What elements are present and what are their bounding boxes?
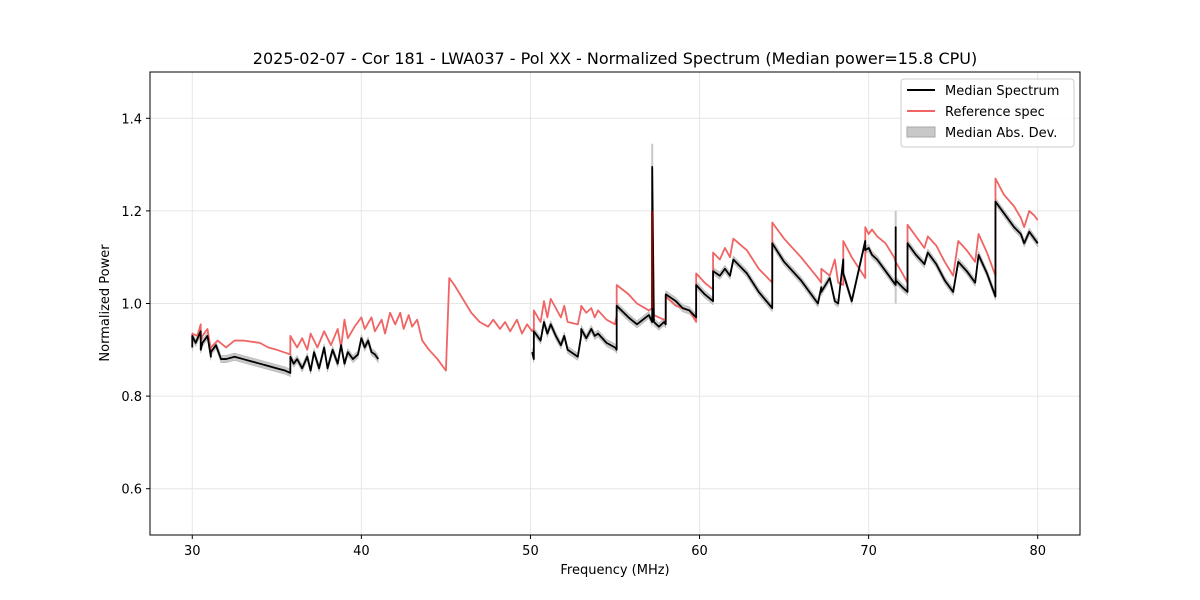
mad-band [192, 327, 379, 378]
y-axis-label: Normalized Power [98, 244, 113, 362]
legend-median-label: Median Spectrum [945, 84, 1059, 99]
y-tick-label: 1.4 [121, 112, 142, 127]
x-tick-label: 70 [860, 544, 877, 559]
legend-mad-label: Median Abs. Dev. [945, 126, 1057, 141]
x-tick-label: 60 [691, 544, 708, 559]
median-layer [191, 166, 1039, 374]
reference-layer [191, 177, 1039, 372]
y-tick-label: 1.2 [121, 205, 142, 220]
x-tick-label: 80 [1029, 544, 1046, 559]
median-spectrum-line [531, 166, 1039, 360]
y-axis-ticks: 0.6 0.8 1.0 1.2 1.4 [121, 112, 150, 498]
y-tick-label: 1.0 [121, 298, 142, 313]
legend-box [900, 78, 1075, 148]
x-axis-ticks: 30 40 50 60 70 80 [184, 535, 1046, 559]
legend-mad-swatch [906, 126, 936, 138]
reference-spectrum-line [191, 177, 1039, 372]
x-tick-label: 50 [522, 544, 539, 559]
plot-data [191, 143, 1039, 378]
y-tick-label: 0.6 [121, 483, 142, 498]
x-tick-label: 40 [353, 544, 370, 559]
legend: Median Spectrum Reference spec Median Ab… [900, 78, 1075, 148]
y-tick-label: 0.8 [121, 390, 142, 405]
x-tick-label: 30 [184, 544, 201, 559]
median-spectrum-line [191, 330, 379, 374]
chart-title: 2025-02-07 - Cor 181 - LWA037 - Pol XX -… [253, 49, 977, 68]
x-axis-label: Frequency (MHz) [560, 563, 669, 578]
legend-reference-label: Reference spec [945, 105, 1045, 120]
